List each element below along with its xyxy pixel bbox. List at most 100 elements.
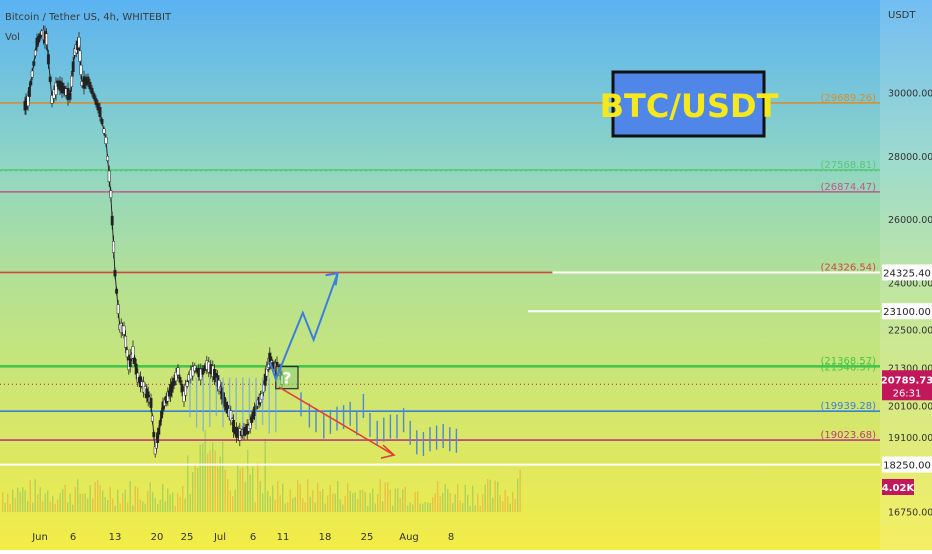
volume-bar	[199, 444, 201, 512]
volume-bar	[404, 486, 406, 512]
volume-bar	[132, 505, 134, 512]
volume-bar	[412, 504, 414, 512]
x-tick-label: 20	[151, 532, 164, 543]
volume-bar	[452, 503, 454, 512]
volume-bar	[419, 503, 421, 512]
volume-bar	[244, 482, 246, 512]
volume-bar	[462, 503, 464, 512]
candle-body	[70, 75, 74, 88]
price-badge	[882, 264, 932, 281]
volume-bar	[374, 503, 376, 512]
volume-bar	[334, 493, 336, 512]
candle-body	[110, 215, 114, 226]
volume-bar	[349, 490, 351, 512]
candle-body	[116, 304, 120, 314]
volume-bar	[209, 450, 211, 512]
bullish-path	[268, 272, 339, 383]
volume-bar	[29, 479, 31, 512]
volume-bar	[437, 481, 439, 512]
volume-bar	[182, 485, 184, 512]
volume-bar	[149, 482, 151, 512]
candle-body	[50, 95, 54, 104]
candle-body	[30, 70, 34, 78]
candle-body	[115, 288, 119, 294]
volume-bar	[172, 492, 174, 512]
level-label: (21346.57)	[820, 363, 876, 374]
question-mark: ?	[282, 369, 291, 388]
volume-bar	[109, 486, 111, 512]
bearish-path	[278, 386, 395, 456]
volume-bar	[474, 505, 476, 512]
candle-body	[92, 93, 96, 99]
volume-bar	[34, 479, 36, 512]
candle-body	[184, 384, 188, 396]
volume-bar	[232, 495, 234, 512]
volume-bar	[77, 479, 79, 512]
volume-bar	[512, 491, 514, 512]
candle-body	[77, 36, 81, 48]
candle-body	[133, 357, 137, 364]
volume-bar	[137, 487, 139, 512]
volume-bar	[69, 493, 71, 512]
volume-bar	[479, 505, 481, 512]
volume-bar	[434, 493, 436, 512]
candle-body	[86, 76, 90, 85]
volume-bar	[402, 489, 404, 512]
volume-bar	[294, 497, 296, 512]
volume-bar	[59, 492, 61, 512]
volume-bar	[472, 485, 474, 512]
volume-bar	[362, 489, 364, 512]
candle-body	[172, 377, 176, 386]
volume-bar	[214, 450, 216, 512]
volume-bar	[482, 493, 484, 512]
x-tick-label: 6	[250, 532, 256, 543]
volume-bar	[202, 443, 204, 512]
volume-bar	[152, 492, 154, 512]
volume-bar	[254, 501, 256, 512]
volume-bar	[134, 486, 136, 512]
volume-bar	[32, 502, 34, 512]
candle-body	[178, 376, 182, 383]
volume-bar	[262, 493, 264, 512]
volume-bar	[387, 482, 389, 512]
volume-bar	[22, 487, 24, 512]
volume-bar	[357, 499, 359, 512]
candle-body	[174, 372, 178, 382]
volume-bars	[2, 430, 521, 512]
volume-bar	[292, 498, 294, 512]
volume-bar	[159, 499, 161, 512]
volume-bar	[239, 468, 241, 512]
volume-bar	[227, 479, 229, 512]
candle-body	[112, 241, 116, 253]
volume-bar	[394, 488, 396, 512]
volume-bar	[354, 492, 356, 512]
candle-body	[88, 82, 92, 90]
candle-body	[180, 383, 184, 393]
volume-bar	[409, 502, 411, 512]
volume-bar	[37, 494, 39, 512]
volume-bar	[179, 496, 181, 512]
volume-bar	[287, 502, 289, 512]
x-tick-label: Jul	[213, 532, 226, 543]
volume-bar	[57, 499, 59, 512]
title-box-frame	[611, 70, 766, 138]
volume-bar	[107, 499, 109, 512]
volume-bar	[332, 493, 334, 512]
candle-body	[113, 270, 117, 277]
candle-body	[152, 431, 156, 438]
volume-bar	[299, 483, 301, 512]
volume-bar	[242, 467, 244, 512]
volume-bar	[284, 503, 286, 512]
volume-bar	[94, 481, 96, 512]
volume-bar	[432, 497, 434, 512]
volume-bar	[9, 503, 11, 512]
level-label: (21368.57)	[820, 356, 876, 367]
candle-body	[90, 87, 94, 95]
volume-bar	[97, 480, 99, 512]
volume-bar	[7, 493, 9, 512]
volume-bar	[279, 495, 281, 512]
candle-body	[46, 54, 50, 65]
volume-bar	[257, 462, 259, 512]
volume-bar	[217, 466, 219, 512]
